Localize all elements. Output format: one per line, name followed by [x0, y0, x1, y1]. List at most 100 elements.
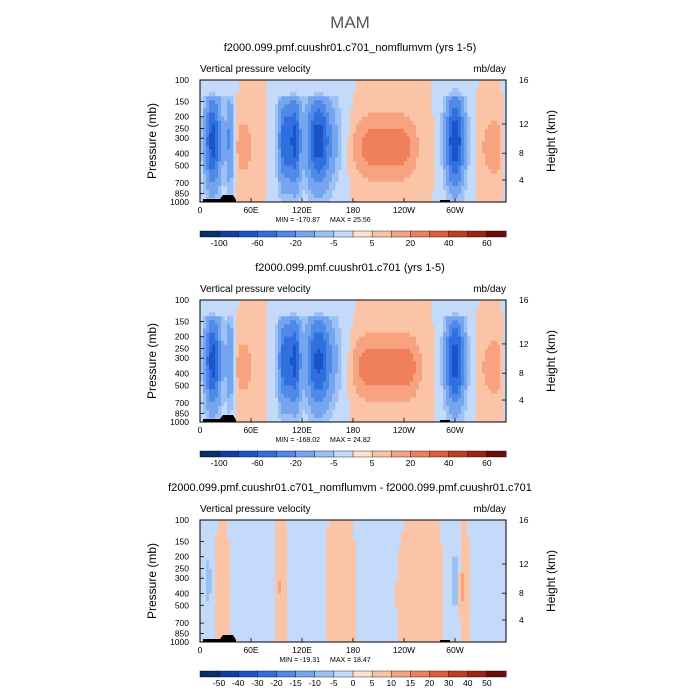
field-cell — [458, 340, 462, 346]
field-cell — [383, 393, 387, 398]
field-cell — [389, 149, 393, 154]
field-cell — [452, 92, 456, 97]
field-cell — [413, 417, 417, 423]
field-cell — [443, 157, 447, 162]
field-cell — [365, 365, 369, 370]
field-cell — [314, 377, 318, 382]
x-tick-label: 60W — [446, 205, 463, 215]
field-cell — [230, 336, 234, 342]
field-cell — [353, 96, 357, 101]
field-cell — [254, 300, 258, 305]
field-cell — [404, 120, 408, 126]
field-cell — [335, 373, 339, 378]
field-cell — [404, 300, 408, 305]
field-cell — [383, 100, 387, 105]
field-cell — [395, 336, 399, 342]
field-cell — [293, 157, 297, 162]
field-cell — [254, 128, 258, 134]
field-cell — [221, 136, 225, 142]
field-cell — [371, 401, 375, 407]
field-cell — [356, 340, 360, 346]
field-cell — [413, 365, 417, 370]
field-cell — [275, 348, 279, 354]
field-cell — [350, 169, 354, 174]
field-cell — [317, 413, 321, 419]
field-cell — [236, 344, 240, 350]
field-cell — [281, 369, 285, 374]
field-cell — [248, 312, 252, 317]
field-cell — [440, 348, 444, 354]
field-cell — [491, 193, 495, 199]
field-cell — [467, 136, 471, 142]
field-cell — [401, 80, 405, 85]
field-cell — [320, 104, 324, 109]
field-cell — [449, 381, 453, 386]
field-cell — [365, 120, 369, 126]
field-cell — [482, 100, 486, 105]
field-cell — [209, 153, 213, 158]
field-cell — [281, 340, 285, 346]
field-cell — [215, 344, 219, 350]
field-cell — [482, 401, 486, 407]
field-cell — [263, 197, 267, 203]
field-cell — [257, 324, 261, 329]
field-cell — [419, 136, 423, 142]
field-cell — [323, 124, 327, 130]
field-cell — [260, 165, 264, 170]
field-cell — [314, 153, 318, 158]
field-cell — [239, 161, 243, 166]
field-cell — [239, 112, 243, 117]
field-cell — [404, 173, 408, 178]
field-cell — [389, 124, 393, 130]
field-cell — [389, 177, 393, 183]
field-cell — [206, 344, 210, 350]
field-cell — [329, 141, 333, 146]
field-cell — [419, 417, 423, 423]
field-cell — [395, 361, 399, 366]
y-tick-label: 400 — [175, 148, 189, 158]
field-cell — [455, 161, 459, 166]
field-cell — [215, 393, 219, 398]
field-cell — [290, 356, 294, 362]
field-cell — [209, 389, 213, 394]
field-cell — [242, 84, 246, 89]
field-cell — [248, 124, 252, 130]
field-cell — [305, 352, 309, 358]
field-cell — [431, 145, 435, 150]
field-cell — [407, 145, 411, 150]
field-cell — [302, 173, 306, 178]
field-cell — [353, 332, 357, 337]
field-cell — [209, 340, 213, 346]
field-cell — [497, 128, 501, 134]
field-cell — [398, 316, 402, 321]
y-tick-label: 250 — [175, 344, 189, 354]
field-cell — [347, 145, 351, 150]
field-cell — [371, 336, 375, 342]
field-cell — [257, 389, 261, 394]
field-cell — [278, 324, 282, 329]
field-cell — [236, 132, 240, 138]
field-cell — [425, 100, 429, 105]
field-cell — [407, 136, 411, 142]
field-cell — [368, 108, 372, 113]
field-cell — [215, 401, 219, 407]
field-cell — [332, 381, 336, 386]
field-cell — [386, 177, 390, 183]
field-cell — [350, 348, 354, 354]
right-axis-label: Height (km) — [544, 110, 558, 172]
field-cell — [422, 153, 426, 158]
field-cell — [353, 136, 357, 142]
field-cell — [392, 193, 396, 199]
field-cell — [398, 92, 402, 97]
field-cell — [206, 132, 210, 138]
field-cell — [407, 401, 411, 407]
field-cell — [485, 304, 489, 309]
field-cell — [422, 356, 426, 362]
field-cell — [260, 328, 264, 333]
field-cell — [461, 132, 465, 138]
field-cell — [371, 136, 375, 142]
field-cell — [245, 401, 249, 407]
field-cell — [326, 377, 330, 382]
field-cell — [443, 397, 447, 403]
field-cell — [257, 316, 261, 321]
